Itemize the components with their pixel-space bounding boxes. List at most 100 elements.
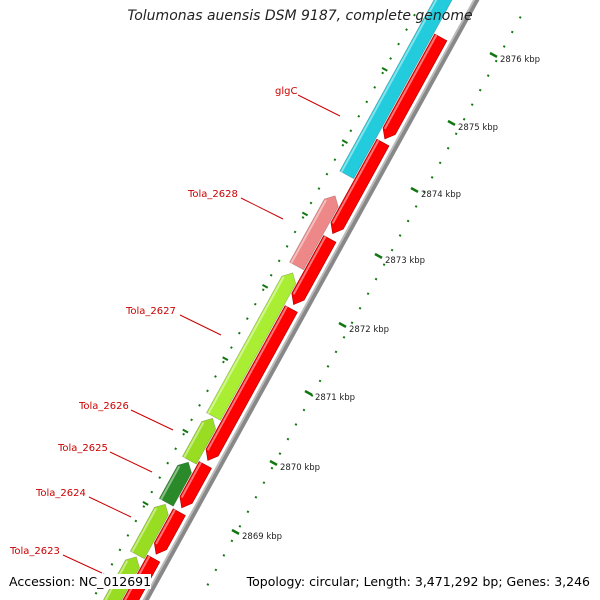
- cds-arrow-highlight: [155, 509, 176, 545]
- cds-arrow-highlight: [383, 34, 438, 130]
- ruler-minor-tick: [318, 379, 322, 383]
- ruler-minor-tick: [278, 452, 282, 455]
- ruler-major-tick: [447, 119, 456, 126]
- inner-ring-major-dot: [142, 501, 149, 506]
- inner-ring-dot: [341, 143, 345, 147]
- ruler-minor-tick: [414, 205, 418, 208]
- ruler-minor-tick: [510, 30, 514, 34]
- backbone-highlight: [142, 0, 476, 600]
- inner-ring-dot: [389, 57, 392, 60]
- gene-label-leader: [109, 451, 153, 473]
- cds-arrow-reverse: [382, 33, 448, 140]
- ruler-minor-tick: [326, 365, 330, 368]
- cds-arrow-reverse: [205, 305, 298, 461]
- inner-ring-dot: [230, 346, 233, 349]
- ruler-minor-tick: [478, 88, 482, 92]
- cds-arrow-highlight: [290, 199, 327, 264]
- ruler-minor-tick: [254, 495, 258, 499]
- gene-label[interactable]: Tola_2627: [125, 306, 176, 317]
- cds-arrow-reverse: [330, 138, 390, 235]
- inner-ring-dot: [317, 187, 321, 190]
- inner-ring-dot: [357, 114, 361, 118]
- gene-label-leader: [130, 409, 174, 431]
- cds-arrow-forward: [129, 503, 169, 560]
- inner-ring-dot: [301, 216, 305, 219]
- inner-ring-dot: [325, 172, 329, 176]
- inner-ring-dot: [405, 28, 408, 31]
- ruler-minor-tick: [302, 408, 306, 412]
- gene-label-leader: [297, 94, 341, 117]
- kbp-tick-label: 2874 kbp: [421, 190, 461, 200]
- inner-ring-dot: [118, 548, 122, 552]
- gene-label[interactable]: glgC: [275, 86, 297, 97]
- ruler-major-tick: [410, 186, 419, 193]
- ruler-minor-tick: [366, 292, 370, 296]
- inner-ring-dot: [253, 302, 257, 306]
- inner-ring-dot: [110, 562, 114, 566]
- gene-label[interactable]: Tola_2624: [35, 488, 86, 499]
- ruler-minor-tick: [286, 437, 290, 441]
- inner-ring-dot: [333, 158, 337, 162]
- kbp-tick-label: 2873 kbp: [385, 256, 425, 266]
- ruler-minor-tick: [230, 539, 234, 543]
- kbp-tick-label: 2875 kbp: [458, 123, 498, 133]
- ruler-minor-tick: [518, 16, 522, 19]
- inner-ring-dot: [285, 245, 289, 248]
- ruler-minor-tick: [374, 277, 378, 281]
- cds-arrow-reverse: [153, 508, 186, 555]
- inner-ring-dot: [94, 591, 98, 595]
- ruler-minor-tick: [430, 176, 434, 179]
- genome-summary-text: Topology: circular; Length: 3,471,292 bp…: [246, 574, 590, 589]
- cds-arrow-highlight: [292, 235, 327, 295]
- ruler-minor-tick: [462, 117, 466, 121]
- inner-ring-dot: [397, 42, 400, 46]
- gene-label[interactable]: Tola_2626: [78, 401, 129, 412]
- cds-arrow-highlight: [183, 421, 205, 458]
- inner-ring-dot: [381, 71, 385, 75]
- inner-ring-dot: [413, 13, 416, 17]
- inner-ring-dot: [373, 86, 377, 89]
- cds-arrow-reverse: [179, 461, 212, 509]
- ruler-minor-tick: [342, 335, 346, 339]
- inner-ring-dot: [245, 317, 249, 321]
- inner-ring-dot: [142, 505, 146, 508]
- ruler-major-tick: [374, 252, 383, 259]
- ruler-minor-tick: [422, 190, 426, 194]
- ruler-major-tick: [338, 321, 347, 328]
- inner-ring-dot: [166, 461, 170, 465]
- inner-ring-dot: [269, 273, 273, 277]
- accession-text: Accession: NC_012691: [9, 574, 152, 589]
- gene-label-leader: [240, 197, 284, 220]
- ruler-minor-tick: [334, 350, 338, 354]
- ruler-minor-tick: [294, 423, 298, 426]
- inner-ring-dot: [182, 432, 185, 436]
- ruler-major-tick: [231, 528, 240, 535]
- gene-label[interactable]: Tola_2628: [187, 189, 238, 200]
- kbp-tick-label: 2872 kbp: [349, 325, 389, 335]
- cds-arrow-forward: [339, 0, 453, 180]
- ruler-minor-tick: [454, 132, 458, 136]
- gene-label-leader: [88, 496, 132, 518]
- cds-arrow-forward: [289, 195, 339, 271]
- ruler-minor-tick: [358, 306, 362, 310]
- map-title: Tolumonas auensis DSM 9187, complete gen…: [127, 8, 473, 24]
- gene-label-leader: [62, 554, 103, 574]
- ruler-major-tick: [489, 51, 498, 58]
- inner-ring-dot: [150, 490, 154, 494]
- ruler-minor-tick: [246, 510, 250, 514]
- cds-arrow-highlight: [180, 461, 202, 498]
- inner-ring-major-dot: [222, 356, 229, 361]
- inner-ring-dot: [126, 534, 130, 537]
- inner-ring-dot: [277, 259, 281, 263]
- gene-label[interactable]: Tola_2625: [57, 443, 108, 454]
- ruler-minor-tick: [494, 59, 498, 63]
- kbp-ticks: 2869 kbp 2870 kbp 2871 kbp 2872 kbp 2873 kbp…: [94, 13, 540, 595]
- gene-label[interactable]: Tola_2623: [9, 546, 60, 557]
- cds-arrow-forward: [206, 272, 297, 421]
- ruler-minor-tick: [270, 466, 274, 470]
- ruler-minor-tick: [262, 481, 266, 485]
- kbp-tick-label: 2876 kbp: [500, 55, 540, 65]
- backbone-shadow: [143, 0, 480, 600]
- map-background-layer: [142, 0, 480, 600]
- inner-ring-dot: [237, 331, 241, 335]
